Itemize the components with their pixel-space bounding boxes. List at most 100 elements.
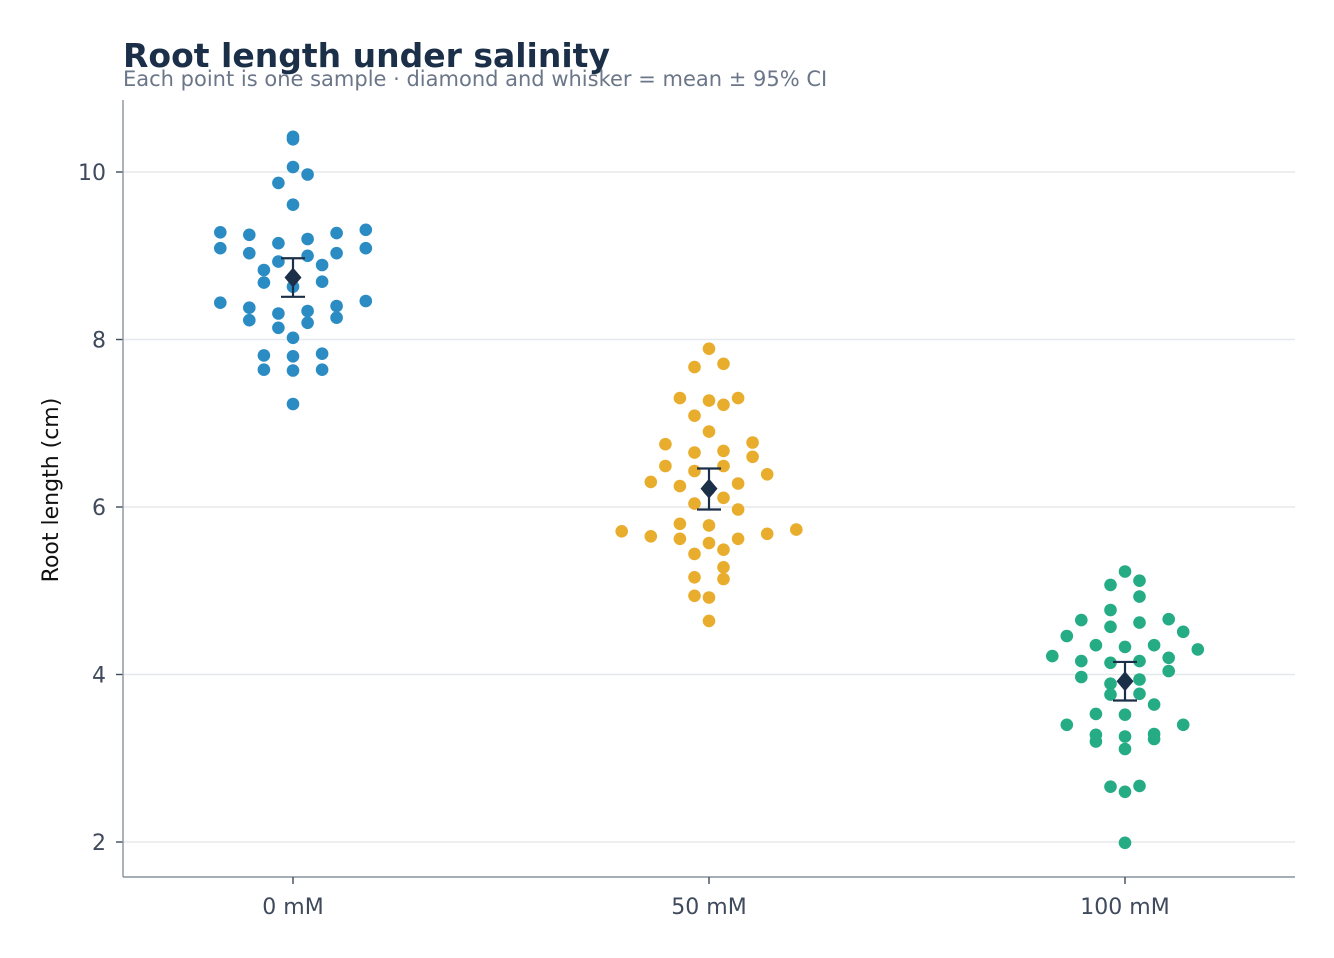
sample-point [286,331,300,345]
sample-point [257,349,271,362]
sample-point [1118,836,1132,850]
sample-point [615,525,628,538]
sample-point [315,363,329,377]
sample-point [214,226,227,239]
sample-point [688,446,701,459]
sample-point [1176,625,1190,639]
sample-point [286,364,300,377]
sample-point [1191,643,1205,656]
sample-point [717,561,730,574]
sample-point [731,503,745,516]
sample-point [688,589,701,603]
sample-point [746,450,759,464]
sample-point [286,198,300,211]
sample-point [272,176,285,190]
mean-diamond [700,478,718,499]
sample-point [717,459,730,473]
sample-point [760,527,774,541]
sample-point [1118,640,1132,654]
y-tick-label: 4 [92,664,106,689]
sample-point [1104,677,1117,690]
sample-point [243,246,256,260]
sample-point [688,464,701,478]
sample-point [1104,688,1117,701]
sample-point [301,232,314,246]
sample-point [301,316,314,330]
sample-point [1089,707,1103,721]
sample-point [1133,687,1146,701]
sample-point [688,497,701,510]
sample-point [214,241,227,255]
sample-point [731,532,745,546]
sample-point [702,536,716,550]
sample-point [717,543,730,556]
sample-point [644,475,658,489]
sample-point [286,130,300,144]
sample-point [315,347,329,361]
sample-point [659,437,672,451]
sample-point [1089,728,1103,742]
x-tick-label: 0 mM [262,895,323,920]
sample-point [1147,638,1161,652]
sample-point [1118,785,1132,799]
sample-point [1147,727,1161,741]
sample-point [272,321,285,335]
sample-point [1162,664,1175,678]
sample-point [301,168,314,181]
sample-point [330,299,343,313]
data-points [214,130,1205,850]
sample-point [257,363,271,377]
sample-point [315,275,329,289]
sample-point [644,530,658,543]
chart-subtitle: Each point is one sample · diamond and w… [123,67,827,91]
sample-point [688,571,701,584]
sample-point [1075,670,1088,684]
sample-point [286,160,300,174]
sample-point [731,477,745,490]
y-axis-label: Root length (cm) [39,398,64,583]
sample-point [1104,620,1117,634]
y-tick-label: 10 [78,161,106,186]
x-tick-label: 100 mM [1080,895,1169,920]
sample-point [1147,698,1161,711]
sample-point [688,409,701,423]
sample-point [1060,718,1074,732]
x-tick-label: 50 mM [671,895,746,920]
sample-point [702,394,716,407]
sample-point [760,468,774,481]
sample-point [1118,742,1132,756]
sample-point [717,444,730,458]
sample-point [359,294,373,308]
sample-point [702,519,716,532]
sample-point [1133,616,1146,629]
sample-point [688,547,701,561]
sample-point [1104,780,1117,793]
sample-point [243,313,256,327]
sample-point [1133,673,1146,686]
sample-point [673,532,687,546]
sample-point [673,391,687,405]
sample-point [330,226,343,240]
sample-point [301,249,314,263]
sample-point [702,591,716,604]
y-tick-label: 6 [92,496,106,521]
sample-point [717,398,730,412]
y-tick-label: 2 [92,831,106,856]
sample-point [1089,638,1103,652]
sample-point [659,459,672,473]
sample-point [359,241,373,255]
sample-point [1104,656,1117,670]
sample-point [286,350,300,363]
sample-point [1075,654,1088,668]
sample-point [790,523,803,536]
sample-point [702,614,716,628]
sample-point [257,263,271,277]
sample-point [1162,651,1175,665]
sample-point [243,301,256,315]
sample-point [1133,654,1146,668]
sample-point [272,307,285,320]
sample-point [1060,629,1074,643]
sample-point [673,517,687,531]
